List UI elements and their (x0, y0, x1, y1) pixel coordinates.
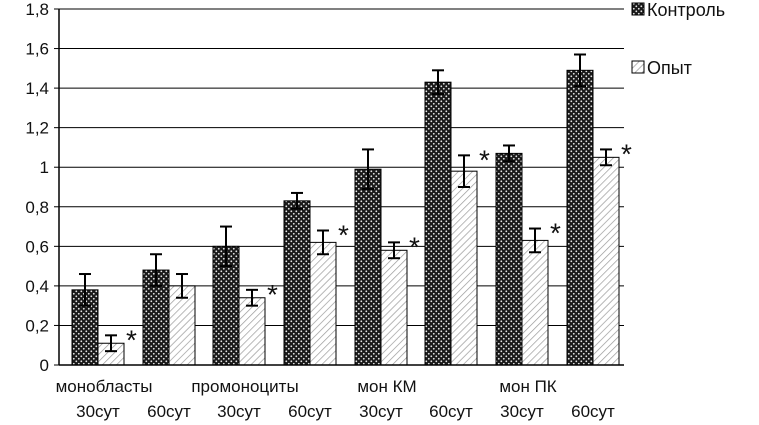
y-axis-ticks: 0 0,2 0,4 0,6 0,8 1 1,2 1,4 1,6 1,8 (25, 0, 59, 375)
y-tick-label: 1,4 (25, 79, 49, 98)
bar-control (283, 200, 311, 366)
category-label: 60сут (288, 402, 332, 421)
legend-label-control: Контроль (647, 0, 725, 20)
bar-control (354, 168, 382, 366)
group-label: мон КМ (357, 377, 416, 396)
bar-experiment (521, 239, 549, 366)
legend-label-experiment: Опыт (647, 58, 692, 78)
y-tick-label: 0,6 (25, 237, 49, 256)
significance-star: * (267, 279, 278, 310)
significance-star: * (621, 138, 632, 169)
group-label: промоноциты (191, 377, 298, 396)
category-label: 30сут (217, 402, 261, 421)
y-tick-label: 0 (40, 356, 49, 375)
bar-control (566, 69, 594, 366)
significance-star: * (126, 324, 137, 355)
y-tick-label: 1,8 (25, 0, 49, 19)
axes (58, 9, 624, 366)
bar-experiment (238, 297, 266, 366)
x-axis-labels: монобласты промоноциты мон КМ мон ПК 30сут 60… (56, 377, 615, 421)
bar-experiment (450, 170, 478, 366)
y-tick-label: 0,4 (25, 277, 49, 296)
significance-marks: * * * * * * * (126, 138, 632, 355)
group-label: мон ПК (499, 377, 556, 396)
legend-swatch-experiment (631, 60, 645, 74)
bar-experiment (380, 249, 408, 366)
significance-star: * (479, 144, 490, 175)
y-tick-label: 0,8 (25, 198, 49, 217)
bar-control (424, 81, 452, 366)
category-label: 60сут (429, 402, 473, 421)
y-tick-label: 0,2 (25, 316, 49, 335)
legend-swatch-control (631, 2, 645, 16)
category-label: 60сут (147, 402, 191, 421)
y-tick-label: 1,6 (25, 40, 49, 59)
bars (71, 69, 620, 366)
error-bars (79, 53, 612, 353)
bar-experiment (309, 241, 337, 366)
category-label: 60сут (571, 402, 615, 421)
category-label: 30сут (76, 402, 120, 421)
category-label: 30сут (359, 402, 403, 421)
significance-star: * (338, 220, 349, 251)
bar-control (495, 152, 523, 366)
bar-experiment (592, 156, 620, 366)
legend: Контроль Опыт (631, 0, 725, 78)
significance-star: * (550, 218, 561, 249)
category-label: 30сут (500, 402, 544, 421)
significance-star: * (409, 231, 420, 262)
group-label: монобласты (56, 377, 153, 396)
y-tick-label: 1 (40, 158, 49, 177)
y-tick-label: 1,2 (25, 119, 49, 138)
